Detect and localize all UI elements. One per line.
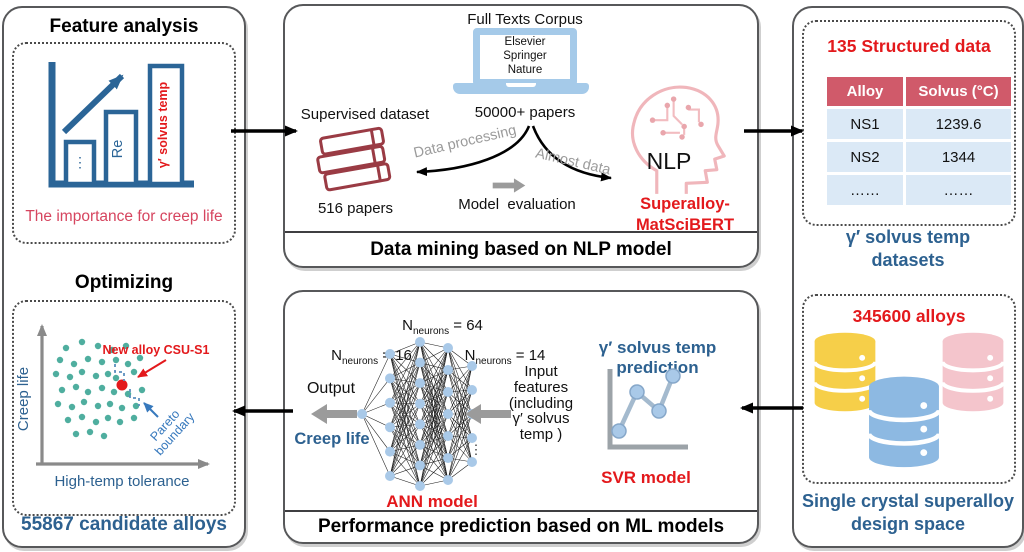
feature-importance-caption: The importance for creep life — [25, 208, 223, 225]
candidate-scatter-dots — [52, 338, 146, 440]
pareto-arrow — [143, 402, 159, 418]
bar-mid-label: Re — [110, 140, 126, 159]
books-caption: 516 papers — [317, 200, 394, 217]
input-features-label: Input features (including γ′ solvus temp… — [508, 363, 574, 443]
scatter-ylabel: Creep life — [16, 367, 32, 431]
new-alloy-point — [116, 379, 128, 391]
ann-layer-label-14: Nneurons = 14 — [464, 347, 546, 367]
feature-importance-bar-chart-icon: ⋮ Re γ′ solvus temp — [48, 62, 194, 188]
output-arrow-icon — [311, 404, 357, 424]
superalloy-matscibert-label: Superalloy- MatSciBERT — [635, 195, 735, 234]
output-label: Output — [306, 380, 356, 397]
table-cell: NS1 — [827, 109, 904, 139]
design-space-caption: Single crystal superalloy design space — [801, 491, 1015, 535]
laptop-notch — [506, 83, 536, 87]
optimizing-title: Optimizing — [74, 272, 174, 293]
corpus-title: Full Texts Corpus — [467, 11, 583, 28]
bar-tall-label: γ′ solvus temp — [156, 81, 170, 168]
scatter-xlabel: High-temp tolerance — [54, 473, 189, 490]
table-cell: 1344 — [906, 142, 1011, 172]
supervised-dataset-label: Supervised dataset — [300, 106, 430, 123]
alloys-count-title: 345600 alloys — [852, 306, 966, 326]
ml-prediction-panel: Nneurons = 64 Nneurons = 16 Nneurons = 1… — [283, 290, 759, 544]
pareto-boundary-dashes — [114, 364, 140, 406]
table-header-cell: Alloy — [827, 77, 904, 106]
ml-panel-footer: Performance prediction based on ML model… — [285, 510, 757, 542]
design-space-dotted-box: 345600 alloys — [802, 294, 1016, 484]
table-row: NS2 1344 — [827, 142, 1011, 172]
laptop-base — [453, 83, 589, 94]
ann-model-caption: ANN model — [386, 492, 478, 511]
new-alloy-arrow — [137, 359, 167, 378]
database-icon-pink — [940, 332, 1006, 412]
pareto-scatter-plot: New alloy CSU-S1 Pareto boundary Creep l… — [16, 324, 210, 490]
feature-analysis-title: Feature analysis — [49, 16, 199, 37]
right-panel: 135 Structured data Alloy Solvus (°C) NS… — [792, 6, 1024, 548]
nlp-head-icon — [631, 85, 726, 194]
table-header-row: Alloy Solvus (°C) — [827, 77, 1011, 106]
model-evaluation-arrow-icon — [492, 178, 526, 193]
books-icon — [316, 126, 392, 192]
table-cell: NS2 — [827, 142, 904, 172]
bar-small-label: ⋮ — [73, 154, 87, 170]
left-panel: Feature analysis ⋮ Re γ′ solvus temp The… — [2, 6, 246, 548]
structured-data-dotted-box: 135 Structured data Alloy Solvus (°C) NS… — [802, 20, 1016, 226]
optimizing-dotted-box: New alloy CSU-S1 Pareto boundary Creep l… — [12, 300, 236, 516]
table-row: NS1 1239.6 — [827, 109, 1011, 139]
ann-ellipsis: ⋮ — [470, 442, 483, 457]
papers-count: 50000+ papers — [474, 104, 576, 121]
circuit-brain-icon — [654, 101, 700, 135]
svr-model-caption: SVR model — [601, 468, 691, 487]
table-cell: 1239.6 — [906, 109, 1011, 139]
laptop-screen-text: Elsevier Springer Nature — [503, 36, 547, 76]
table-cell: …… — [906, 175, 1011, 205]
input-arrow-icon — [465, 404, 511, 424]
table-row: …… …… — [827, 175, 1011, 205]
corpus-flow-arrows — [416, 125, 612, 182]
structured-data-title: 135 Structured data — [827, 36, 991, 56]
ann-network-icon: ⋮ — [357, 337, 483, 491]
solvus-datasets-caption: γ′ solvus temp datasets — [845, 227, 971, 271]
candidate-alloys-caption: 55867 candidate alloys — [21, 514, 227, 535]
creep-life-caption: Creep life — [294, 430, 370, 448]
database-icon-blue — [866, 376, 942, 468]
table-header-cell: Solvus (°C) — [906, 77, 1011, 106]
structured-data-table: Alloy Solvus (°C) NS1 1239.6 NS2 1344 …… — [824, 74, 1014, 208]
table-cell: …… — [827, 175, 904, 205]
new-alloy-label: New alloy CSU-S1 — [103, 343, 210, 357]
svr-chart-icon — [607, 368, 688, 450]
model-evaluation-label: Model evaluation — [458, 196, 576, 213]
nlp-data-mining-panel: Full Texts Corpus Elsevier Springer Natu… — [283, 4, 759, 268]
nlp-panel-footer: Data mining based on NLP model — [285, 231, 757, 266]
nlp-label: NLP — [646, 148, 692, 174]
laptop-icon: Elsevier Springer Nature — [473, 28, 577, 86]
ann-layer-label-64: Nneurons = 64 — [402, 317, 483, 337]
feature-analysis-dotted-box: ⋮ Re γ′ solvus temp The importance for c… — [12, 42, 236, 244]
